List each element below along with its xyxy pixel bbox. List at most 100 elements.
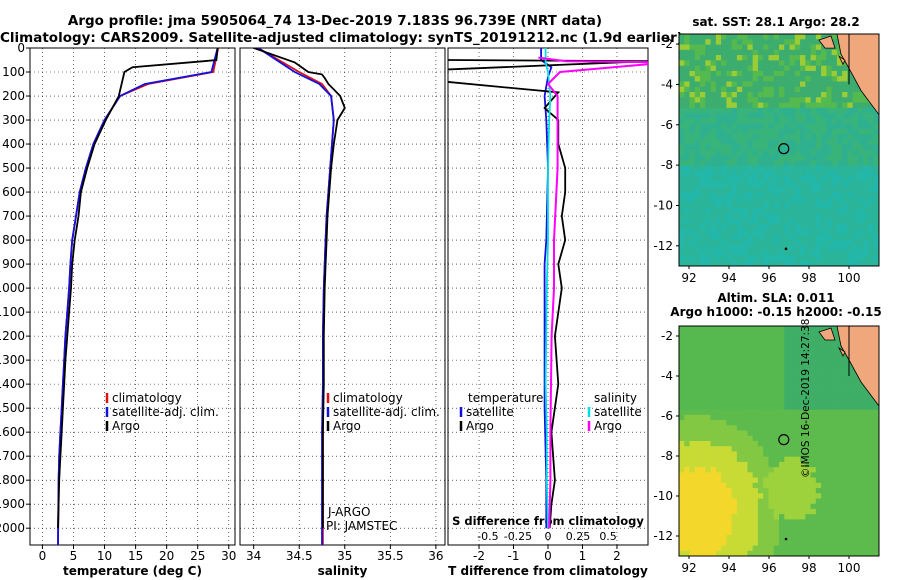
map-cell xyxy=(736,503,743,510)
map-cell xyxy=(815,197,822,204)
map-cell xyxy=(794,107,801,114)
map-cell xyxy=(742,362,748,369)
map-cell xyxy=(873,244,880,251)
map-cell xyxy=(810,128,817,135)
map-cell xyxy=(826,134,833,140)
map-cell xyxy=(715,260,722,267)
map-cell xyxy=(694,550,701,557)
map-cell xyxy=(684,92,690,98)
map-cell xyxy=(689,123,696,130)
map-cell xyxy=(689,97,696,103)
map-cell xyxy=(721,134,727,140)
map-cell xyxy=(794,76,801,82)
map-cell xyxy=(694,488,701,494)
map-cell xyxy=(768,123,775,130)
map-cell xyxy=(821,223,827,230)
map-cell xyxy=(721,213,727,219)
map-cell xyxy=(689,514,696,520)
map-cell xyxy=(747,326,754,332)
map-cell xyxy=(679,472,685,478)
map-cell xyxy=(700,107,706,114)
map-cell xyxy=(715,383,722,390)
map-cell xyxy=(757,160,764,167)
map-cell xyxy=(757,229,764,235)
map-cell xyxy=(800,213,806,219)
map-cell xyxy=(715,378,722,384)
map-cell xyxy=(700,326,706,332)
map-cell xyxy=(779,128,785,135)
map-cell xyxy=(847,171,854,177)
map-cell xyxy=(836,49,843,56)
map-cell xyxy=(694,456,701,463)
y-tick-label: 700 xyxy=(2,209,25,223)
map-cell xyxy=(768,430,775,437)
map-cell xyxy=(742,144,748,151)
map-cell xyxy=(742,118,748,125)
map-cell xyxy=(826,118,833,125)
map-cell xyxy=(700,404,706,411)
map-cell xyxy=(752,92,759,98)
map-cell xyxy=(805,514,811,520)
map-cell xyxy=(800,529,806,536)
map-cell xyxy=(863,393,869,400)
map-cell xyxy=(710,123,717,130)
map-cell xyxy=(831,160,838,167)
map-cell xyxy=(836,186,843,193)
map-cell xyxy=(810,39,817,45)
map-cell xyxy=(815,467,822,473)
series-line-argo xyxy=(57,48,219,529)
map-cell xyxy=(768,529,775,536)
map-cell xyxy=(763,461,769,468)
map-cell xyxy=(721,482,727,489)
map-cell xyxy=(800,414,806,421)
map-lat-label: -10 xyxy=(653,198,673,212)
map-cell xyxy=(763,181,769,188)
map-cell xyxy=(800,331,806,337)
map-cell xyxy=(810,234,817,241)
map-cell xyxy=(684,346,690,353)
map-cell xyxy=(747,234,754,241)
map-cell xyxy=(873,186,880,193)
map-cell xyxy=(710,393,717,400)
map-cell xyxy=(710,425,717,431)
map-cell xyxy=(721,118,727,125)
map-cell xyxy=(715,92,722,98)
map-cell xyxy=(742,165,748,172)
map-cell xyxy=(794,81,801,88)
map-cell xyxy=(794,181,801,188)
map-cell xyxy=(679,213,685,219)
map-cell xyxy=(747,229,754,235)
map-cell xyxy=(763,218,769,225)
y-tick-label: 600 xyxy=(2,185,25,199)
map-cell xyxy=(731,404,738,411)
map-cell xyxy=(731,165,738,172)
map-cell xyxy=(821,255,827,262)
map-cell xyxy=(779,535,785,541)
map-cell xyxy=(779,373,785,379)
map-cell xyxy=(689,503,696,510)
map-cell xyxy=(721,535,727,541)
map-cell xyxy=(731,239,738,246)
map-cell xyxy=(752,336,759,343)
map-cell xyxy=(805,229,811,235)
map-cell xyxy=(721,229,727,235)
map-cell xyxy=(689,150,696,156)
map-cell xyxy=(863,128,869,135)
map-cell xyxy=(794,134,801,140)
map-cell xyxy=(689,192,696,198)
map-cell xyxy=(715,229,722,235)
map-cell xyxy=(852,113,859,119)
map-cell xyxy=(752,139,759,146)
map-cell xyxy=(679,92,685,98)
map-cell xyxy=(842,171,848,177)
map-cell xyxy=(831,113,838,119)
map-cell xyxy=(679,388,685,395)
map-cell xyxy=(726,150,733,156)
map-cell xyxy=(868,498,875,505)
map-cell xyxy=(805,326,811,332)
map-cell xyxy=(757,234,764,241)
map-cell xyxy=(768,535,775,541)
map-cell xyxy=(868,250,875,256)
map-cell xyxy=(742,540,748,546)
map-cell xyxy=(721,519,727,526)
